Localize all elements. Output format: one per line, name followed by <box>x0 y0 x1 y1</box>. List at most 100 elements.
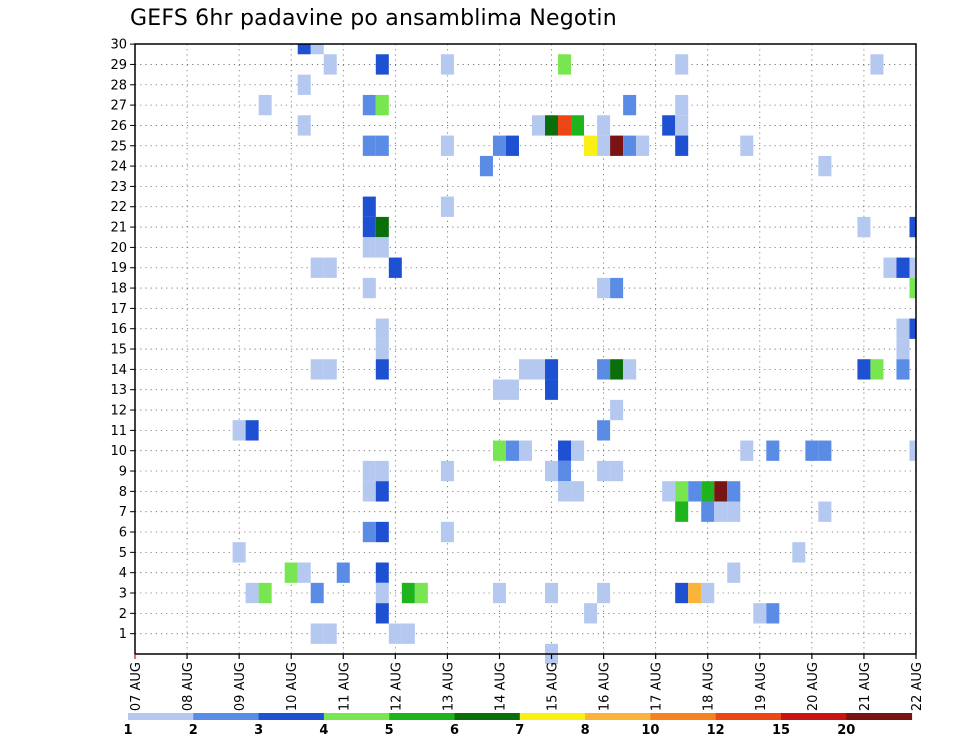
heatmap-cell <box>675 115 689 136</box>
heatmap-cell <box>505 440 519 461</box>
x-tick-label: 11 AUG <box>337 662 352 711</box>
heatmap-cell <box>505 379 519 400</box>
y-axis-ticks: 1234567891011121314151617181920212223242… <box>110 38 135 642</box>
heatmap-cell <box>545 460 559 482</box>
heatmap-cell <box>714 501 728 522</box>
heatmap-cell <box>323 359 337 380</box>
heatmap-cell <box>883 257 897 278</box>
heatmap-cell <box>610 399 624 421</box>
heatmap-cell <box>818 155 832 177</box>
heatmap-cell <box>675 481 689 502</box>
heatmap-cell <box>336 562 350 583</box>
y-tick-label: 28 <box>110 78 127 93</box>
x-tick-label: 12 AUG <box>389 662 404 711</box>
heatmap-cell <box>362 237 376 258</box>
heatmap-cell <box>727 562 741 583</box>
y-tick-label: 15 <box>110 343 127 358</box>
heatmap-cell <box>597 135 611 156</box>
heatmap-cell <box>401 623 415 644</box>
heatmap-cell <box>375 582 389 604</box>
heatmap-cell <box>362 460 376 482</box>
x-tick-label: 09 AUG <box>233 662 248 711</box>
y-tick-label: 29 <box>110 58 127 73</box>
y-tick-label: 14 <box>110 363 127 378</box>
heatmap-cell <box>675 94 689 116</box>
y-tick-label: 30 <box>110 38 127 53</box>
x-tick-label: 15 AUG <box>546 662 561 711</box>
legend-label: 2 <box>189 723 198 738</box>
x-tick-label: 07 AUG <box>129 662 144 711</box>
heatmap-cell <box>597 420 611 441</box>
legend-label: 3 <box>254 723 263 738</box>
heatmap-cell <box>440 135 454 156</box>
heatmap-cell <box>675 135 689 156</box>
heatmap-cell <box>362 196 376 217</box>
y-tick-label: 26 <box>110 119 127 134</box>
heatmap-cell <box>375 318 389 339</box>
heatmap-cell <box>505 135 519 156</box>
heatmap-cell <box>610 359 624 380</box>
heatmap-cell <box>597 115 611 136</box>
heatmap-cell <box>284 562 298 583</box>
heatmap-cell <box>532 115 546 136</box>
heatmap-cell <box>662 481 676 502</box>
heatmap-cell <box>414 582 428 604</box>
heatmap-cell <box>545 115 559 136</box>
heatmap-cell <box>571 115 585 136</box>
heatmap-cell <box>362 135 376 156</box>
x-tick-label: 16 AUG <box>598 662 613 711</box>
x-tick-label: 10 AUG <box>285 662 300 711</box>
y-tick-label: 22 <box>110 200 127 215</box>
heatmap-cell <box>909 277 916 299</box>
heatmap-cell <box>740 440 754 461</box>
y-tick-label: 11 <box>110 424 127 439</box>
y-tick-label: 24 <box>110 160 127 175</box>
heatmap-cell <box>610 135 624 156</box>
heatmap-cell <box>362 521 376 543</box>
y-tick-label: 7 <box>119 505 127 520</box>
y-tick-label: 3 <box>119 587 127 602</box>
heatmap-cell <box>597 277 611 299</box>
legend-label: 1 <box>123 723 132 738</box>
heatmap-cell <box>440 196 454 217</box>
heatmap-cell <box>701 501 715 522</box>
heatmap-cell <box>558 460 572 482</box>
heatmap-cell <box>388 623 402 644</box>
heatmap-cell <box>440 460 454 482</box>
heatmap-cell <box>571 440 585 461</box>
legend-label: 10 <box>641 723 659 738</box>
heatmap-cell <box>805 440 819 461</box>
heatmap-cell <box>258 94 272 116</box>
x-tick-label: 18 AUG <box>702 662 717 711</box>
heatmap-cell <box>909 216 916 238</box>
heatmap-cell <box>492 440 506 461</box>
heatmap-cell <box>323 54 337 75</box>
heatmap-cell <box>375 562 389 583</box>
x-tick-label: 13 AUG <box>441 662 456 711</box>
y-tick-label: 10 <box>110 444 127 459</box>
heatmap-cell <box>675 501 689 522</box>
y-tick-label: 5 <box>119 546 127 561</box>
heatmap-cell <box>297 74 311 95</box>
legend-swatch <box>650 713 717 720</box>
heatmap-cell <box>623 135 637 156</box>
heatmap-cell <box>518 440 533 461</box>
heatmap-cell <box>727 481 741 502</box>
heatmap-cell <box>896 359 910 380</box>
y-tick-label: 13 <box>110 383 127 398</box>
heatmap-cell <box>792 542 806 563</box>
heatmap-cell <box>492 135 506 156</box>
heatmap-cell <box>310 44 324 55</box>
heatmap-cell <box>362 481 376 502</box>
heatmap-cell <box>545 379 559 400</box>
heatmap-cell <box>375 460 389 482</box>
heatmap-cell <box>375 94 389 116</box>
legend-label: 20 <box>837 723 855 738</box>
heatmap-cell <box>362 216 376 238</box>
x-tick-label: 17 AUG <box>650 662 665 711</box>
legend-label: 12 <box>707 723 725 738</box>
heatmap-cell <box>623 359 637 380</box>
heatmap-cell <box>375 216 389 238</box>
heatmap-cell <box>909 257 916 278</box>
heatmap-cell <box>662 115 676 136</box>
